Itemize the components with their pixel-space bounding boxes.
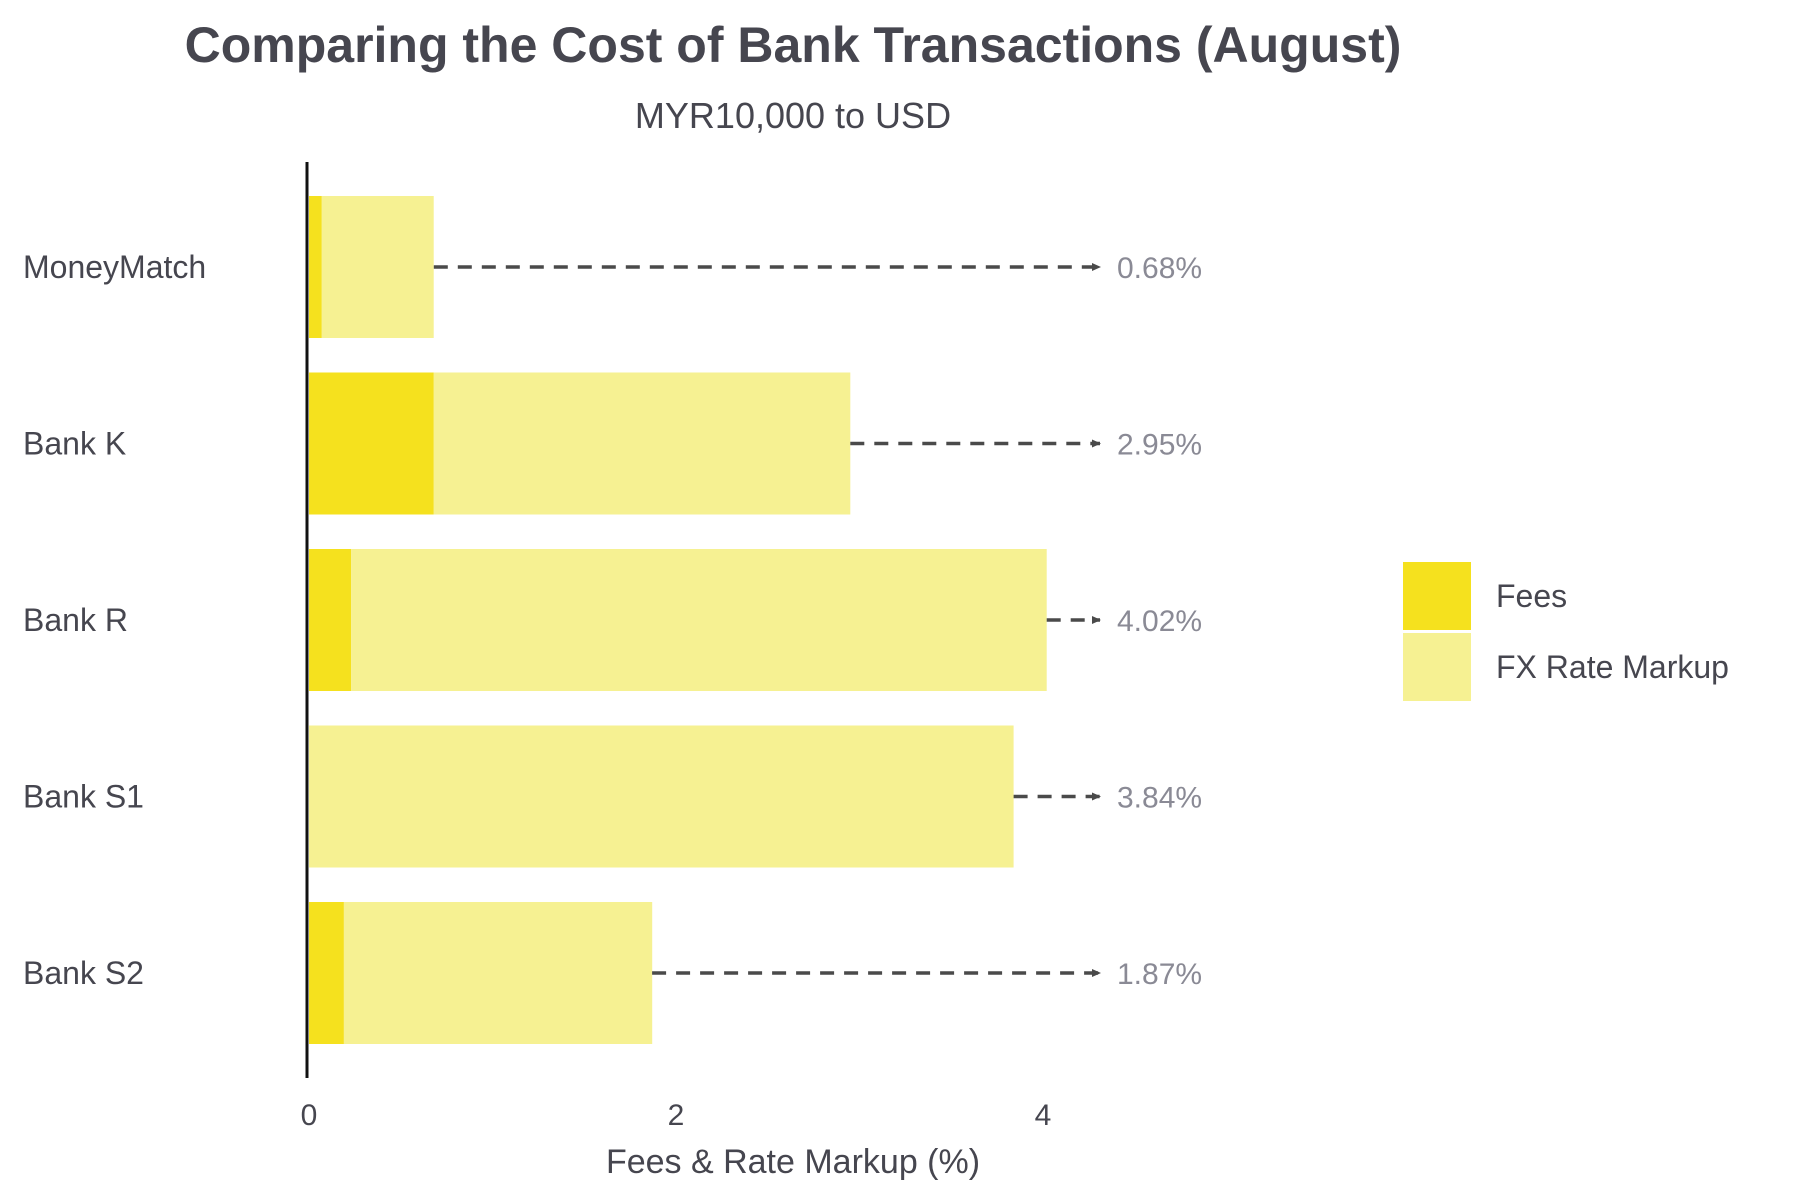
legend-swatch-0 xyxy=(1403,562,1471,630)
x-tick-labels: 0 2 4 xyxy=(301,1099,1052,1132)
legend-label-1: FX Rate Markup xyxy=(1496,649,1729,685)
bar-fx-markup-1 xyxy=(433,372,851,515)
total-label-1: 2.95% xyxy=(1117,429,1202,462)
legend-label-0: Fees xyxy=(1496,578,1567,614)
annotations-layer: 0.68% 2.95% 4.02% 3.84% 1.87% xyxy=(433,252,1202,991)
category-label-2: Bank R xyxy=(23,602,128,638)
total-label-3: 3.84% xyxy=(1117,782,1202,815)
total-label-0: 0.68% xyxy=(1117,252,1202,285)
category-labels: MoneyMatch Bank K Bank R Bank S1 Bank S2 xyxy=(23,249,206,991)
x-axis-title: Fees & Rate Markup (%) xyxy=(606,1143,980,1181)
legend: Fees FX Rate Markup xyxy=(1403,562,1729,701)
category-label-0: MoneyMatch xyxy=(23,249,206,285)
x-tick-label-1: 2 xyxy=(668,1099,685,1132)
bar-fx-markup-4 xyxy=(343,902,653,1044)
bar-fx-markup-3 xyxy=(309,725,1014,868)
chart-subtitle: MYR10,000 to USD xyxy=(635,95,951,136)
category-label-3: Bank S1 xyxy=(23,779,144,815)
bar-fx-markup-2 xyxy=(351,549,1047,691)
total-label-2: 4.02% xyxy=(1117,605,1202,638)
bar-fees-2 xyxy=(309,549,352,691)
bar-fees-4 xyxy=(309,902,344,1044)
category-label-1: Bank K xyxy=(23,426,126,462)
total-label-4: 1.87% xyxy=(1117,958,1202,991)
bar-fees-1 xyxy=(309,372,434,515)
legend-swatch-1 xyxy=(1403,633,1471,701)
bar-fx-markup-0 xyxy=(321,196,434,338)
category-label-4: Bank S2 xyxy=(23,955,144,991)
chart-title: Comparing the Cost of Bank Transactions … xyxy=(185,17,1402,73)
x-tick-label-0: 0 xyxy=(301,1099,318,1132)
bars-layer xyxy=(309,196,1047,1044)
bar-fees-0 xyxy=(309,196,322,338)
x-tick-label-2: 4 xyxy=(1035,1099,1052,1132)
